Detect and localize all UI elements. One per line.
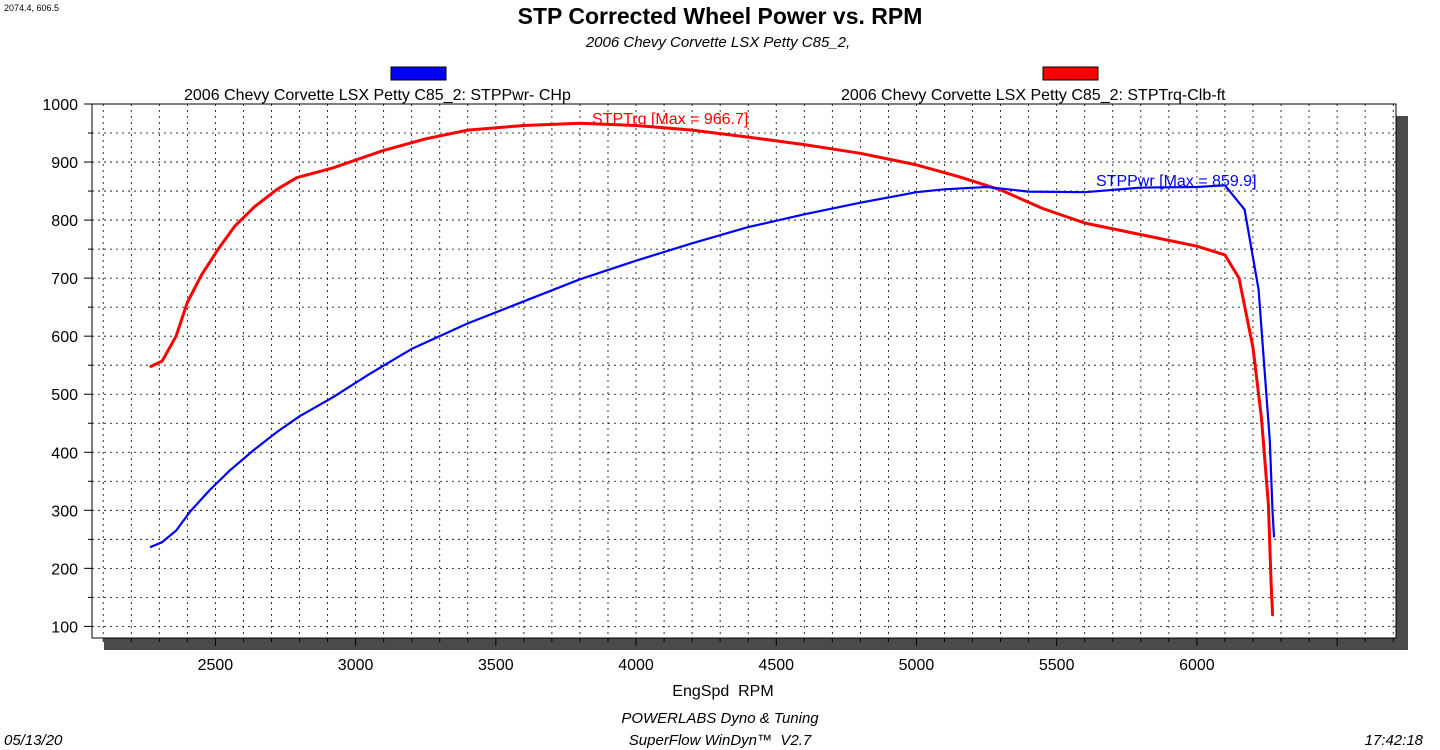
legend-label-power: 2006 Chevy Corvette LSX Petty C85_2: STP… <box>184 87 571 104</box>
x-tick-label: 4000 <box>618 657 654 674</box>
series-line-power <box>149 184 1276 549</box>
y-axis-ticks: 100 200 300 400 500 600 700 800 900 1000 <box>42 97 92 636</box>
x-tick-label: 4500 <box>758 657 794 674</box>
series-line-torque <box>149 121 1275 617</box>
y-tick-label: 400 <box>51 445 78 462</box>
y-tick-label: 600 <box>51 329 78 346</box>
legend-label-torque: 2006 Chevy Corvette LSX Petty C85_2: STP… <box>841 87 1226 104</box>
y-tick-label: 100 <box>51 619 78 636</box>
y-tick-label: 1000 <box>42 97 78 114</box>
y-tick-label: 500 <box>51 387 78 404</box>
y-tick-label: 900 <box>51 155 78 172</box>
y-tick-label: 700 <box>51 271 78 288</box>
footer-date: 05/13/20 <box>4 732 63 749</box>
x-axis-label: EngSpd RPM <box>672 683 773 700</box>
y-tick-label: 200 <box>51 561 78 578</box>
footer-time: 17:42:18 <box>1365 732 1424 749</box>
y-tick-label: 800 <box>51 213 78 230</box>
grid <box>92 103 1396 638</box>
legend-swatch-power <box>390 66 447 81</box>
x-tick-label: 3500 <box>478 657 514 674</box>
x-tick-label: 5000 <box>899 657 935 674</box>
footer-software: SuperFlow WinDyn™ V2.7 <box>629 732 812 749</box>
footer-company: POWERLABS Dyno & Tuning <box>621 710 819 727</box>
y-tick-label: 300 <box>51 503 78 520</box>
plot-area <box>91 103 1397 639</box>
x-tick-label: 6000 <box>1179 657 1215 674</box>
legend-swatch-torque <box>1042 66 1099 81</box>
annotation-power-max: STPPwr [Max = 859.9] <box>1096 173 1257 190</box>
x-tick-label: 3000 <box>338 657 374 674</box>
coord-readout: 2074.4, 606.5 <box>4 3 59 13</box>
chart-title: STP Corrected Wheel Power vs. RPM <box>518 3 923 29</box>
annotation-torque-max: STPTrq [Max = 966.7] <box>592 111 748 128</box>
x-tick-label: 5500 <box>1039 657 1075 674</box>
x-axis-ticks: 2500 3000 3500 4000 4500 5000 5500 6000 <box>102 638 1394 674</box>
series <box>149 121 1276 617</box>
x-tick-label: 2500 <box>198 657 234 674</box>
chart-subtitle: 2006 Chevy Corvette LSX Petty C85_2, <box>585 34 850 51</box>
